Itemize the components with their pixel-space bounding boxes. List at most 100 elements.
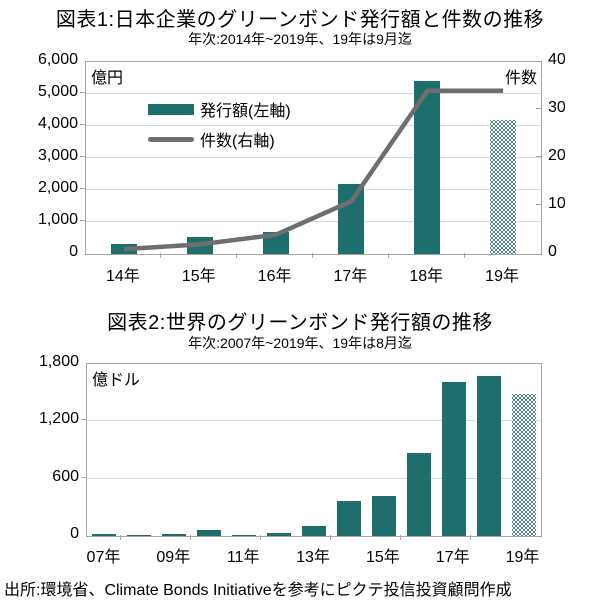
y-axis-label: 1,000 [37, 211, 78, 228]
figure1-subtitle: 年次:2014年~2019年、19年は9月迄 [188, 31, 412, 47]
left-axis-tick [81, 476, 86, 478]
bar-cell [506, 364, 541, 536]
bar-cell [389, 62, 465, 254]
bar-series [87, 364, 541, 536]
x-axis-tick [399, 535, 401, 540]
legend-line-swatch [148, 136, 194, 142]
legend-label: 発行額(左軸) [200, 103, 291, 120]
y-axis-label: 5,000 [37, 83, 78, 100]
bar-12年 [267, 532, 292, 536]
y-axis-label: 1,200 [38, 410, 79, 428]
x-axis-tick [260, 535, 262, 540]
y-axis-label-right: 40 [548, 51, 566, 68]
x-axis-label: 19年 [485, 268, 519, 285]
y-axis-label: 1,800 [38, 353, 79, 370]
bar-17年 [338, 183, 365, 254]
bar-cell [401, 364, 436, 536]
bar-18年 [414, 81, 441, 254]
y-axis-label-right: 10 [548, 195, 566, 212]
bar-cell [262, 364, 297, 536]
bar-cell [192, 364, 227, 536]
y-axis-label-right: 20 [548, 147, 566, 164]
y-axis-label: 0 [69, 243, 78, 260]
bar-14年 [336, 500, 361, 536]
legend-item: 発行額(左軸) [148, 94, 291, 124]
x-axis-tick [463, 253, 465, 258]
figure2-plot-area: 億ドル [86, 363, 542, 537]
gridline [86, 125, 541, 126]
x-axis-label: 15年 [365, 549, 400, 566]
bar-08年 [127, 534, 152, 536]
bar-cell [122, 364, 157, 536]
figure2-subtitle: 年次:2007年~2019年、19年は8月迄 [188, 335, 412, 351]
right-axis-unit-label: 件数 [504, 70, 537, 87]
gridline [87, 477, 541, 479]
x-axis-label: 19年 [505, 549, 540, 566]
left-axis-unit-label: 億ドル [92, 372, 141, 389]
source-note: 出所:環境省、Climate Bonds Initiativeを参考にピクテ投信… [4, 582, 512, 599]
y-axis-label-right: 30 [548, 99, 566, 116]
legend: 発行額(左軸) 件数(右軸) [148, 94, 291, 154]
x-axis-label: 15年 [181, 268, 216, 285]
x-axis-tick [120, 535, 122, 540]
bar-10年 [197, 530, 222, 536]
bar-cell [157, 364, 192, 536]
bar-13年 [301, 525, 326, 536]
bar-cell [227, 364, 262, 536]
figure1-plot-area: 件数 億円発行額(左軸) 件数(右軸) [85, 61, 542, 255]
bar-cell [87, 364, 122, 536]
right-axis-tick [536, 156, 541, 157]
left-axis-tick [80, 124, 85, 125]
left-axis-unit-label: 億円 [91, 70, 124, 87]
bar-cell [436, 364, 471, 536]
bar-cell [331, 364, 366, 536]
bar-cell [465, 62, 541, 254]
left-axis-tick [80, 156, 85, 157]
bar-cell [297, 364, 332, 536]
x-axis-label: 11年 [226, 549, 260, 566]
bar-09年 [162, 534, 187, 536]
y-axis-label: 3,000 [37, 147, 78, 164]
x-axis-label: 17年 [333, 268, 368, 285]
legend-bar-swatch [148, 103, 194, 115]
left-axis-tick [80, 220, 85, 221]
figure1-title: 図表1:日本企業のグリーンボンド発行額と件数の推移 [55, 9, 545, 31]
gridline [86, 221, 541, 222]
figure2-title: 図表2:世界のグリーンボンド発行額の推移 [107, 312, 493, 334]
x-axis-label: 09年 [156, 549, 191, 566]
gridline [86, 189, 541, 190]
x-axis-tick [190, 535, 192, 540]
bar-07年 [92, 534, 117, 536]
y-axis-label: 600 [52, 467, 79, 485]
bar-19年 [511, 393, 536, 536]
y-axis-label: 4,000 [37, 115, 78, 132]
x-axis-tick [469, 535, 471, 540]
x-axis-label: 13年 [296, 549, 330, 566]
legend-item: 件数(右軸) [148, 124, 291, 154]
legend-label: 件数(右軸) [200, 133, 275, 150]
left-axis-tick [80, 188, 85, 189]
left-axis-tick [80, 92, 85, 93]
gridline [86, 93, 541, 94]
bar-19年 [490, 119, 517, 254]
bar-cell [471, 364, 506, 536]
x-axis-tick [236, 253, 238, 258]
bar-16年 [406, 452, 431, 536]
bar-11年 [232, 534, 257, 536]
left-axis-tick [81, 419, 86, 421]
x-axis-label: 07年 [86, 549, 121, 566]
y-axis-label: 0 [70, 525, 79, 542]
right-axis-tick [536, 108, 541, 109]
x-axis-tick [160, 253, 162, 258]
bar-cell [313, 62, 389, 254]
bar-cell [366, 364, 401, 536]
y-axis-label: 2,000 [37, 179, 78, 196]
x-axis-tick [312, 253, 313, 258]
x-axis-label: 18年 [409, 268, 444, 285]
y-axis-label-right: 0 [548, 243, 557, 260]
gridline [87, 420, 541, 422]
count-line [123, 88, 504, 252]
x-axis-tick [329, 535, 331, 540]
x-axis-label: 14年 [106, 268, 140, 285]
